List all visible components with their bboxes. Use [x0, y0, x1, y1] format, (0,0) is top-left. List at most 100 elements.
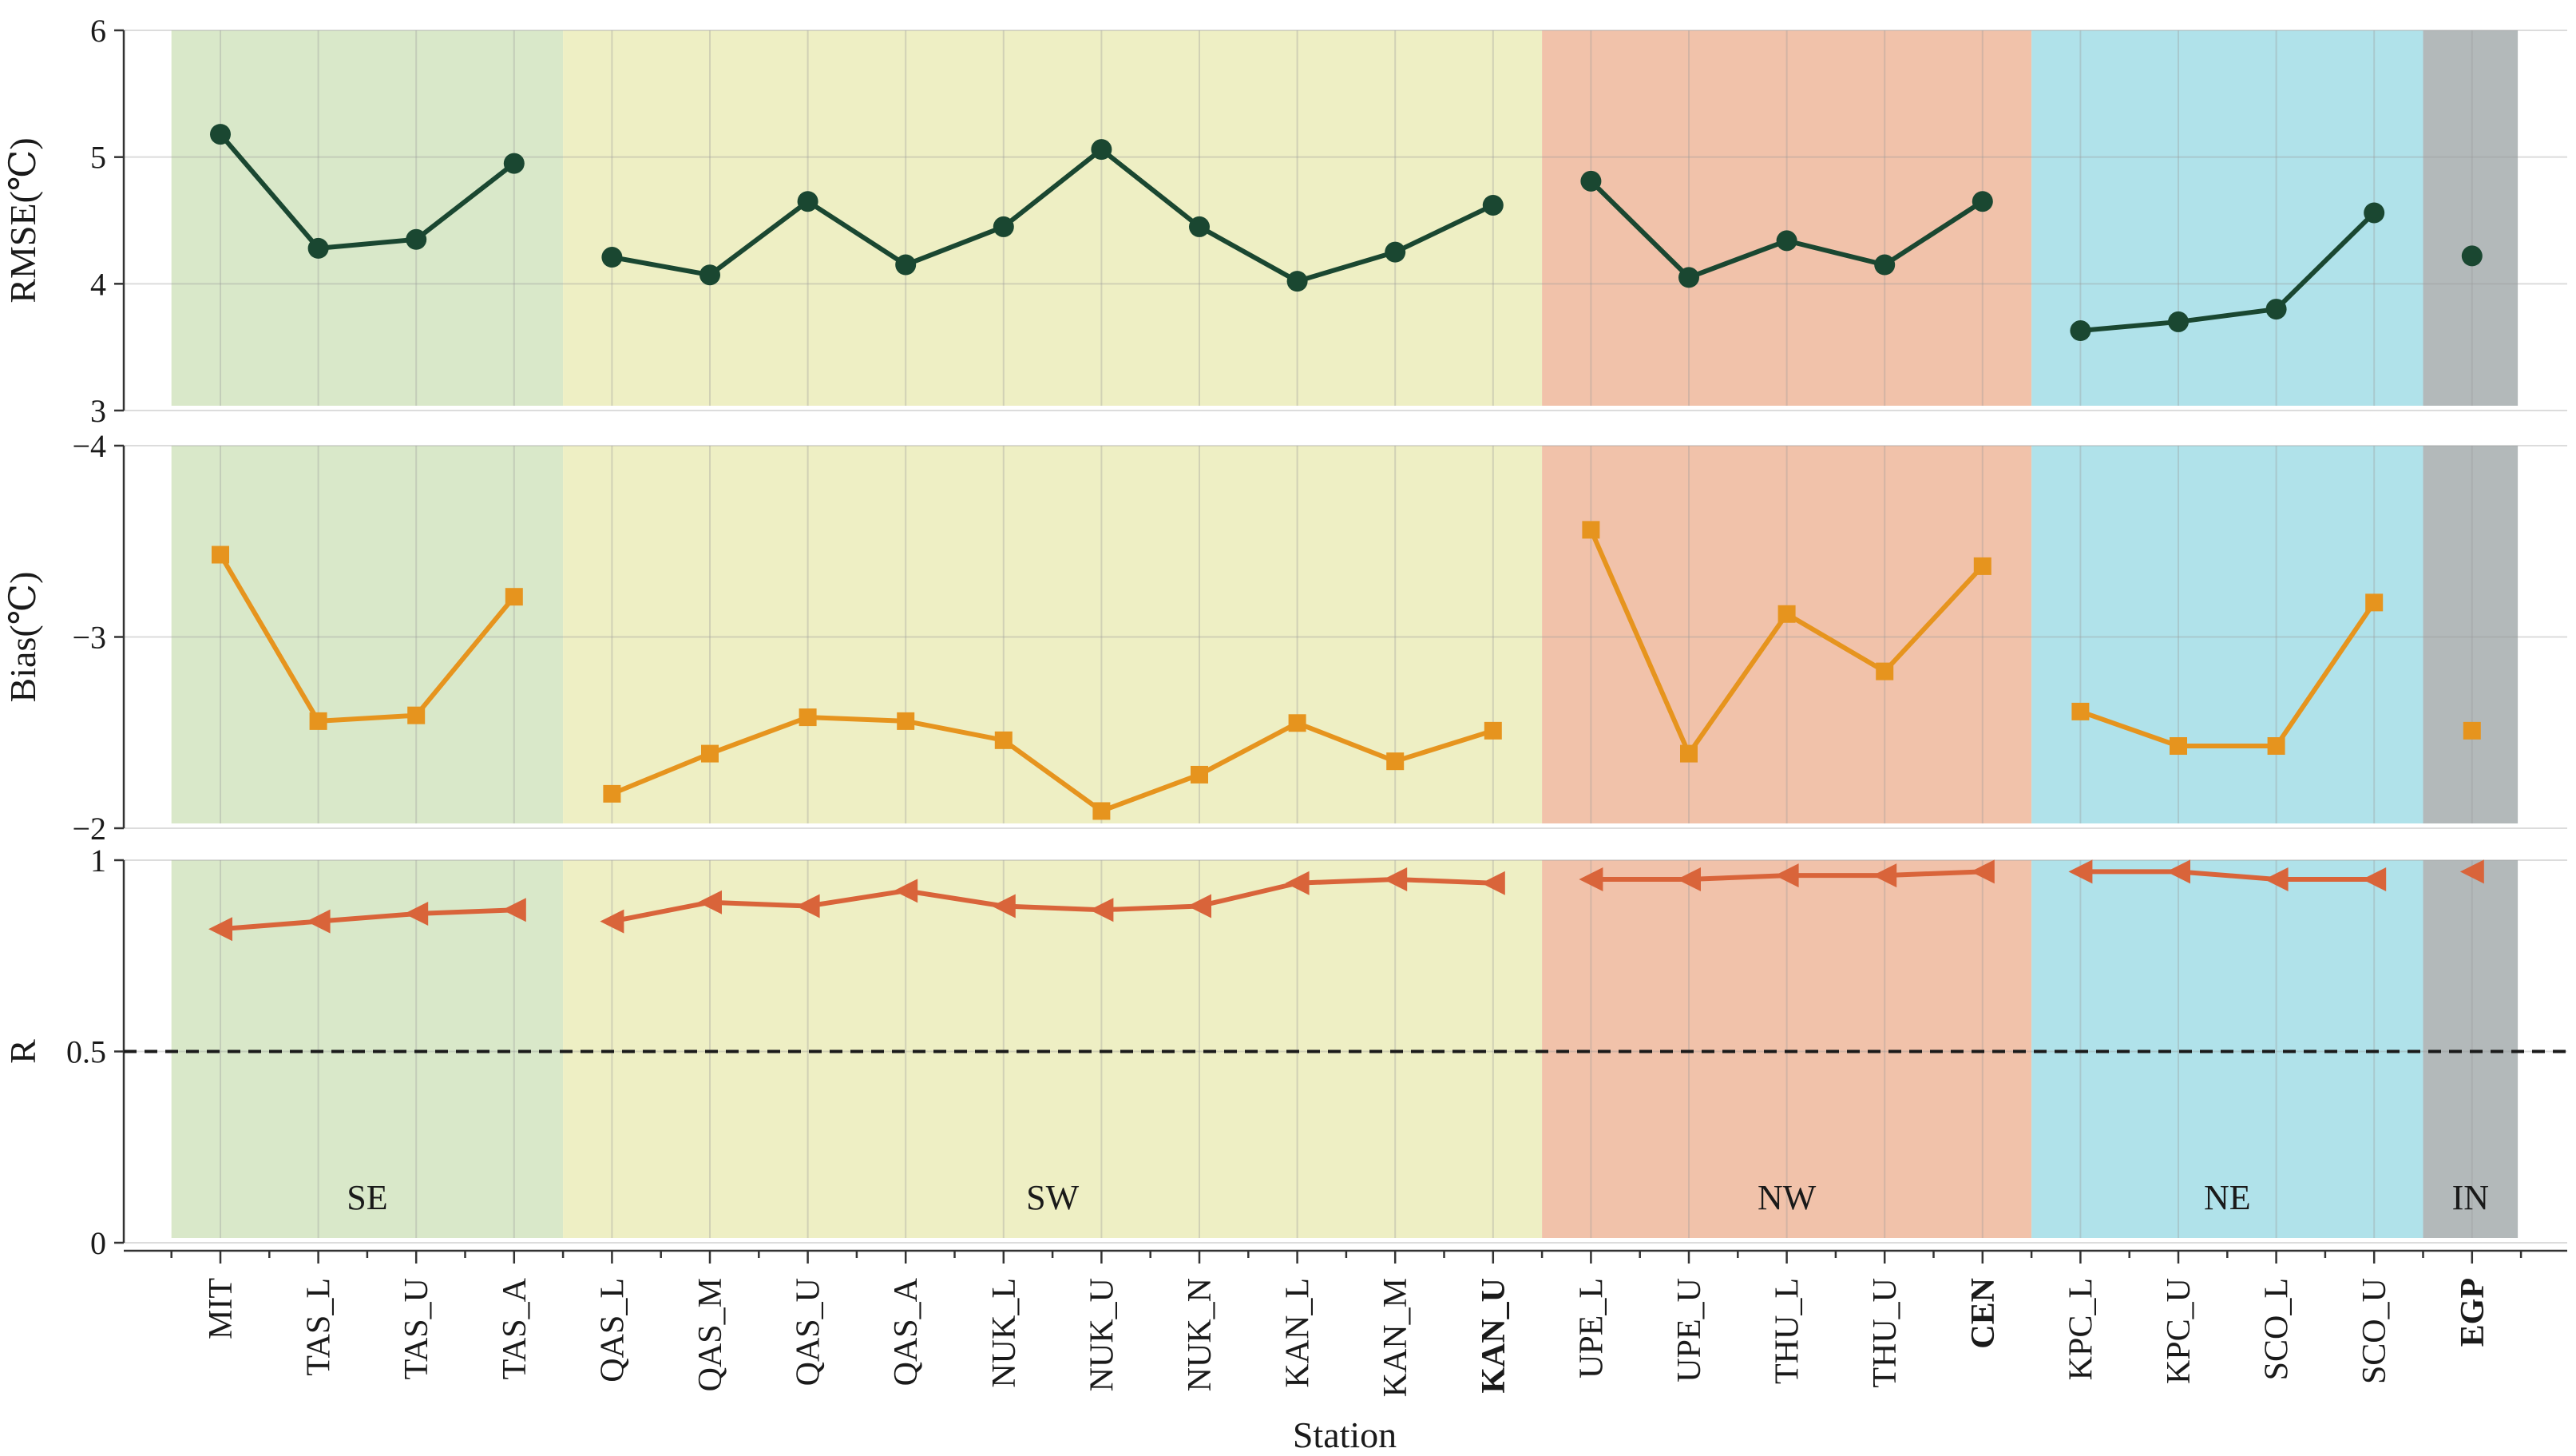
- data-point-r-upe_l: [1579, 867, 1603, 891]
- data-point-bias-kpc_u: [2170, 737, 2187, 756]
- region-band-nw-panel-1: [1542, 30, 2032, 406]
- region-band-ne-panel-1: [2031, 30, 2423, 406]
- data-point-rmse-thu_u: [1874, 254, 1896, 276]
- labels: SE SW NW NE IN MIT TAS_L TAS_U TAS_A QAS_L QAS_M QA…: [203, 1178, 2491, 1397]
- y-tick-label-bias: −2: [72, 811, 106, 847]
- data-point-bias-tas_a: [505, 588, 523, 606]
- station-label-tas_a: TAS_A: [497, 1277, 533, 1379]
- data-point-rmse-kan_l: [1286, 271, 1308, 292]
- data-point-bias-kan_l: [1288, 714, 1306, 732]
- data-point-bias-mit: [212, 546, 229, 564]
- station-label-upe_l: UPE_L: [1573, 1278, 1610, 1379]
- region-band-sw-panel-2: [563, 446, 1543, 823]
- y-tick-label-r: 1: [90, 843, 106, 879]
- station-label-kan_l: KAN_L: [1280, 1278, 1317, 1388]
- data-point-r-kpc_l: [2068, 859, 2093, 884]
- series-line-bias: [2079, 601, 2376, 749]
- series-line-rmse: [218, 133, 516, 251]
- data-point-r-upe_u: [1677, 867, 1701, 891]
- data-point-rmse-upe_l: [1580, 170, 1602, 192]
- data-point-rmse-sco_l: [2265, 299, 2287, 320]
- series-line-rmse: [611, 147, 1495, 284]
- station-label-sco_u: SCO_U: [2356, 1278, 2393, 1384]
- data-series: [124, 124, 2567, 1053]
- data-point-rmse-kan_m: [1385, 241, 1406, 263]
- series-line-bias: [611, 715, 1494, 814]
- data-point-r-tas_u: [404, 902, 429, 926]
- data-point-bias-cen: [1973, 557, 1991, 575]
- data-point-r-thu_u: [1873, 863, 1897, 888]
- data-point-bias-tas_l: [309, 712, 327, 730]
- station-label-qas_m: QAS_M: [692, 1278, 729, 1391]
- region-label-sw: SW: [1026, 1178, 1079, 1217]
- data-point-bias-nuk_u: [1092, 802, 1111, 820]
- station-label-nuk_l: NUK_L: [986, 1278, 1023, 1388]
- data-point-bias-nuk_n: [1191, 765, 1208, 784]
- data-point-r-kan_m: [1383, 867, 1408, 891]
- axes: 3 4 5 6 RMSE(℃) −2 −3 −4 Bias(℃) 0 0.5 1 R: [2, 13, 2567, 1264]
- data-point-r-thu_l: [1774, 863, 1799, 888]
- data-point-r-kan_l: [1285, 871, 1310, 895]
- data-point-rmse-qas_l: [601, 247, 623, 268]
- series-line-r: [611, 876, 1493, 924]
- x-axis-title: Station: [1293, 1414, 1397, 1455]
- data-point-r-qas_l: [600, 909, 624, 934]
- data-point-rmse-upe_u: [1678, 267, 1699, 288]
- data-point-bias-nuk_l: [994, 731, 1013, 749]
- series-line-r: [2080, 869, 2375, 882]
- y-tick-label-r: 0: [90, 1225, 106, 1261]
- data-point-r-qas_m: [698, 890, 722, 914]
- y-axis-title-r: R: [2, 1039, 43, 1064]
- data-point-bias-upe_u: [1680, 744, 1698, 763]
- grid-lines: [124, 30, 2567, 1244]
- station-label-qas_u: QAS_U: [791, 1278, 827, 1386]
- station-label-cen: CEN: [1965, 1278, 2002, 1349]
- data-point-r-nuk_n: [1187, 894, 1211, 918]
- station-label-sco_l: SCO_L: [2259, 1278, 2296, 1380]
- region-label-se: SE: [347, 1178, 387, 1217]
- data-point-bias-kan_m: [1386, 752, 1405, 771]
- data-point-r-qas_a: [894, 879, 918, 903]
- data-point-r-nuk_l: [991, 894, 1016, 918]
- region-band-in-panel-2: [2423, 446, 2519, 823]
- data-point-bias-qas_m: [701, 744, 719, 763]
- data-point-rmse-mit: [210, 124, 231, 145]
- data-point-rmse-tas_u: [406, 228, 427, 250]
- y-tick-label-rmse: 6: [90, 13, 106, 49]
- data-point-rmse-qas_m: [699, 264, 720, 286]
- y-tick-label-rmse: 3: [90, 393, 106, 429]
- station-label-kpc_l: KPC_L: [2063, 1278, 2099, 1380]
- y-tick-label-rmse: 4: [90, 266, 106, 302]
- data-point-rmse-qas_u: [797, 191, 818, 212]
- station-label-qas_l: QAS_L: [594, 1278, 631, 1383]
- station-label-nuk_n: NUK_N: [1182, 1278, 1219, 1391]
- data-point-r-cen: [1970, 859, 1995, 884]
- data-point-r-egp: [2459, 859, 2484, 884]
- series-line-rmse: [2080, 211, 2376, 334]
- data-point-bias-tas_u: [407, 706, 426, 724]
- region-label-in: IN: [2452, 1178, 2489, 1217]
- data-point-bias-qas_u: [799, 708, 817, 727]
- data-point-rmse-nuk_l: [993, 216, 1014, 237]
- region-band-nw-panel-3: [1542, 860, 2032, 1238]
- data-point-r-kan_u: [1480, 871, 1505, 895]
- data-point-rmse-kpc_l: [2070, 320, 2091, 342]
- data-point-bias-kpc_l: [2071, 702, 2090, 720]
- station-label-tas_l: TAS_L: [301, 1278, 338, 1376]
- data-point-rmse-thu_l: [1776, 230, 1797, 252]
- data-point-rmse-tas_l: [307, 237, 329, 259]
- data-point-rmse-qas_a: [895, 254, 917, 276]
- data-point-r-tas_l: [306, 909, 331, 934]
- data-point-bias-qas_a: [897, 712, 915, 730]
- region-label-nw: NW: [1758, 1178, 1817, 1217]
- data-point-bias-thu_u: [1876, 662, 1894, 680]
- data-point-r-mit: [208, 917, 232, 942]
- region-band-ne-panel-3: [2031, 860, 2423, 1238]
- data-point-bias-egp: [2463, 721, 2481, 740]
- region-band-sw-panel-3: [563, 860, 1543, 1238]
- data-point-rmse-kpc_u: [2168, 311, 2189, 332]
- data-point-rmse-kan_u: [1482, 194, 1504, 216]
- region-band-sw-panel-1: [563, 30, 1543, 406]
- data-point-bias-sco_l: [2267, 737, 2285, 756]
